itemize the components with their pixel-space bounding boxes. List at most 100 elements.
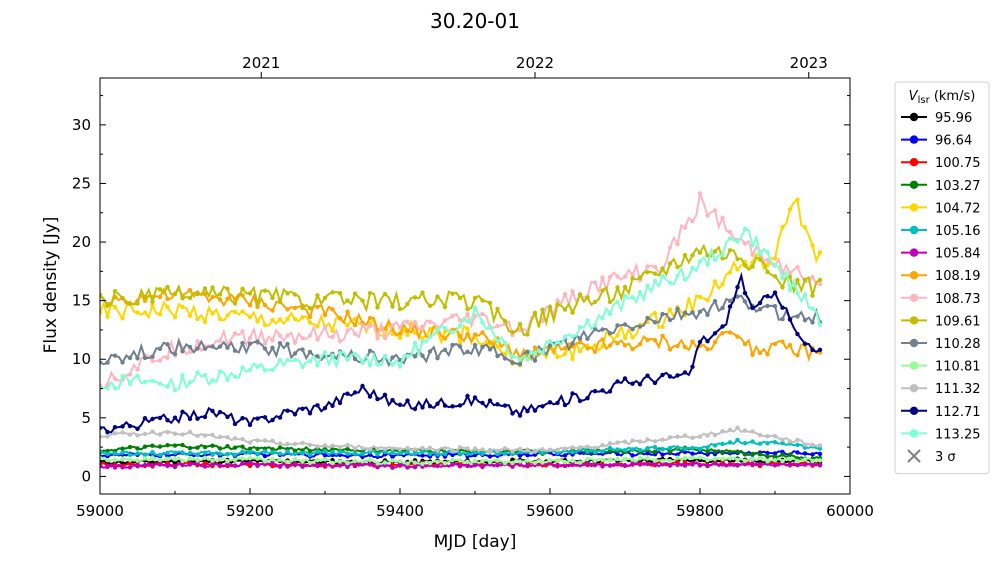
series-point-110.28 <box>502 356 508 361</box>
series-point-108.73 <box>165 355 170 361</box>
series-point-104.72 <box>397 335 403 340</box>
series-point-111.32 <box>450 448 455 454</box>
series-point-112.71 <box>315 403 320 408</box>
series-point-110.81 <box>555 458 560 463</box>
series-point-108.19 <box>652 337 658 343</box>
series-point-108.19 <box>367 315 373 321</box>
series-point-109.61 <box>150 299 155 304</box>
series-point-108.19 <box>487 340 493 345</box>
series-point-109.61 <box>217 292 223 297</box>
series-point-108.73 <box>727 229 733 235</box>
legend-label-110.28: 110.28 <box>935 337 981 352</box>
series-point-110.81 <box>720 456 725 462</box>
series-point-112.71 <box>570 391 575 396</box>
series-point-113.25 <box>450 329 455 335</box>
series-105.84 <box>100 460 823 470</box>
series-point-108.19 <box>562 346 568 351</box>
series-point-113.25 <box>420 339 425 344</box>
series-point-96.64 <box>765 450 770 456</box>
series-point-105.16 <box>247 449 253 455</box>
series-point-110.81 <box>742 458 748 463</box>
series-point-104.72 <box>427 327 433 332</box>
series-point-111.32 <box>375 446 380 452</box>
series-point-105.16 <box>720 441 725 447</box>
series-point-108.73 <box>682 225 688 230</box>
series-point-109.61 <box>180 296 185 301</box>
series-point-110.28 <box>210 344 215 349</box>
series-point-103.27 <box>277 445 283 450</box>
series-point-109.61 <box>225 286 230 291</box>
series-point-105.84 <box>157 462 163 467</box>
series-point-112.71 <box>637 382 643 387</box>
series-point-105.84 <box>787 463 793 468</box>
series-point-104.72 <box>157 311 163 317</box>
series-point-112.71 <box>585 396 590 401</box>
series-point-105.84 <box>720 462 725 467</box>
series-point-105.84 <box>450 462 455 467</box>
series-105.16 <box>100 437 823 458</box>
series-point-104.72 <box>787 207 793 212</box>
series-point-110.28 <box>510 360 515 365</box>
series-point-96.64 <box>487 454 493 459</box>
series-point-110.81 <box>375 461 380 466</box>
series-point-111.32 <box>682 433 688 438</box>
series-point-105.84 <box>795 462 800 468</box>
legend-label-103.27: 103.27 <box>935 179 981 194</box>
series-point-105.16 <box>637 447 643 453</box>
series-point-109.61 <box>765 269 770 275</box>
series-point-110.81 <box>292 456 298 462</box>
series-point-105.84 <box>322 462 328 467</box>
series-point-111.32 <box>585 444 590 449</box>
series-point-111.32 <box>180 432 185 437</box>
series-point-113.25 <box>195 370 200 375</box>
series-point-109.61 <box>457 295 463 301</box>
series-point-104.72 <box>555 354 560 360</box>
series-point-109.61 <box>787 274 793 280</box>
series-point-110.81 <box>735 457 740 462</box>
series-point-96.64 <box>690 451 695 456</box>
series-point-108.19 <box>337 316 343 321</box>
y-tick-label: 15 <box>72 292 91 310</box>
series-point-110.28 <box>697 309 703 314</box>
series-point-111.32 <box>360 446 365 451</box>
series-point-109.61 <box>510 330 515 335</box>
series-point-109.61 <box>307 306 313 311</box>
series-point-111.32 <box>555 447 560 452</box>
series-point-112.71 <box>817 347 823 352</box>
series-point-111.32 <box>120 430 125 435</box>
series-point-109.61 <box>697 250 703 255</box>
series-point-108.19 <box>225 296 230 301</box>
series-point-113.25 <box>622 293 628 299</box>
series-point-112.71 <box>630 381 635 386</box>
series-point-109.61 <box>495 306 500 312</box>
series-point-112.71 <box>660 372 665 378</box>
series-point-110.81 <box>112 457 118 463</box>
top-tick-label: 2021 <box>242 54 280 72</box>
series-point-108.73 <box>330 334 335 340</box>
series-point-108.73 <box>112 376 118 381</box>
series-point-112.71 <box>600 388 605 393</box>
series-point-110.81 <box>367 457 373 463</box>
series-point-112.71 <box>495 402 500 407</box>
series-point-105.16 <box>660 446 665 452</box>
series-point-113.25 <box>382 354 388 359</box>
series-point-112.71 <box>757 300 763 306</box>
legend-label-109.61: 109.61 <box>935 314 981 329</box>
series-point-103.27 <box>202 444 208 450</box>
series-point-103.27 <box>195 445 200 450</box>
series-point-100.75 <box>682 460 688 465</box>
series-point-103.27 <box>307 448 313 454</box>
series-point-110.28 <box>240 340 245 346</box>
series-point-110.81 <box>712 456 718 462</box>
series-point-108.73 <box>652 264 658 270</box>
series-point-104.72 <box>232 309 238 314</box>
series-point-113.25 <box>795 290 800 296</box>
series-point-110.81 <box>450 457 455 463</box>
series-point-105.84 <box>180 462 185 468</box>
series-point-108.73 <box>360 323 365 328</box>
legend-label-108.73: 108.73 <box>935 292 981 307</box>
series-point-103.27 <box>652 449 658 454</box>
series-point-109.61 <box>127 301 133 306</box>
legend-label-96.64: 96.64 <box>935 134 972 149</box>
